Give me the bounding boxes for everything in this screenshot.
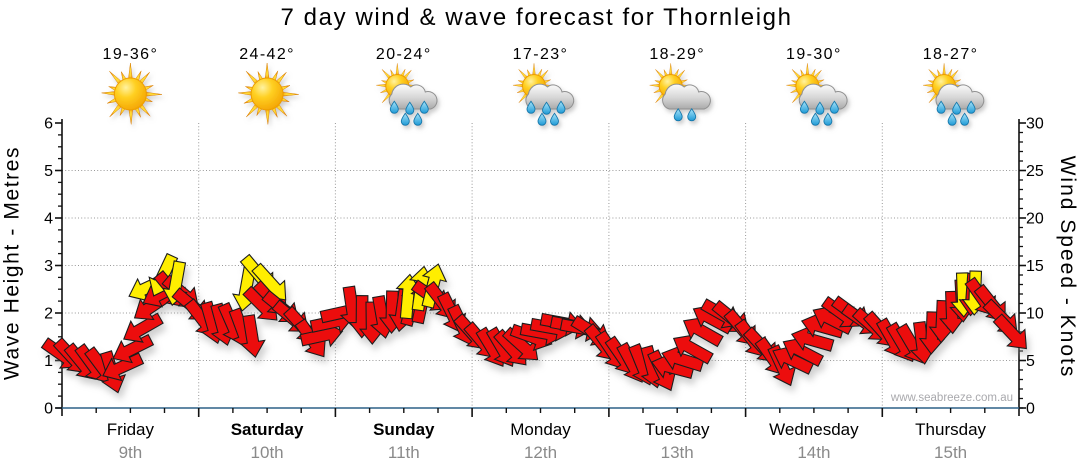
svg-text:7 day wind & wave forecast for: 7 day wind & wave forecast for Thornleig… [280,4,792,31]
svg-text:17-23°: 17-23° [513,46,569,63]
svg-text:www.seabreeze.com.au: www.seabreeze.com.au [890,392,1013,404]
svg-text:10: 10 [1026,306,1044,323]
svg-text:1: 1 [44,353,53,370]
svg-text:Friday: Friday [107,420,155,439]
svg-text:24-42°: 24-42° [239,46,295,63]
svg-text:0: 0 [44,401,53,418]
svg-text:30: 30 [1026,116,1044,133]
svg-text:Wind Speed - Knots: Wind Speed - Knots [1056,156,1079,379]
svg-text:0: 0 [1026,401,1035,418]
svg-text:5: 5 [1026,353,1035,370]
svg-text:18-29°: 18-29° [649,46,705,63]
svg-text:19-30°: 19-30° [786,46,842,63]
svg-text:14th: 14th [797,443,830,462]
svg-text:15: 15 [1026,258,1044,275]
svg-text:6: 6 [44,116,53,133]
svg-text:3: 3 [44,258,53,275]
svg-text:Sunday: Sunday [373,420,435,439]
svg-text:4: 4 [44,211,53,228]
svg-text:18-27°: 18-27° [923,46,979,63]
svg-text:20: 20 [1026,211,1044,228]
svg-text:Wednesday: Wednesday [769,420,859,439]
svg-text:5: 5 [44,163,53,180]
svg-text:20-24°: 20-24° [376,46,432,63]
svg-text:Tuesday: Tuesday [645,420,710,439]
svg-text:15th: 15th [934,443,967,462]
svg-text:2: 2 [44,306,53,323]
svg-text:13th: 13th [661,443,694,462]
svg-text:12th: 12th [524,443,557,462]
svg-text:Thursday: Thursday [915,420,986,439]
svg-text:Wave Height - Metres: Wave Height - Metres [1,146,24,380]
svg-text:25: 25 [1026,163,1044,180]
svg-text:9th: 9th [119,443,143,462]
svg-text:19-36°: 19-36° [103,46,159,63]
svg-text:Monday: Monday [510,420,571,439]
svg-text:10th: 10th [251,443,284,462]
svg-text:Saturday: Saturday [231,420,304,439]
svg-text:11th: 11th [388,443,420,462]
